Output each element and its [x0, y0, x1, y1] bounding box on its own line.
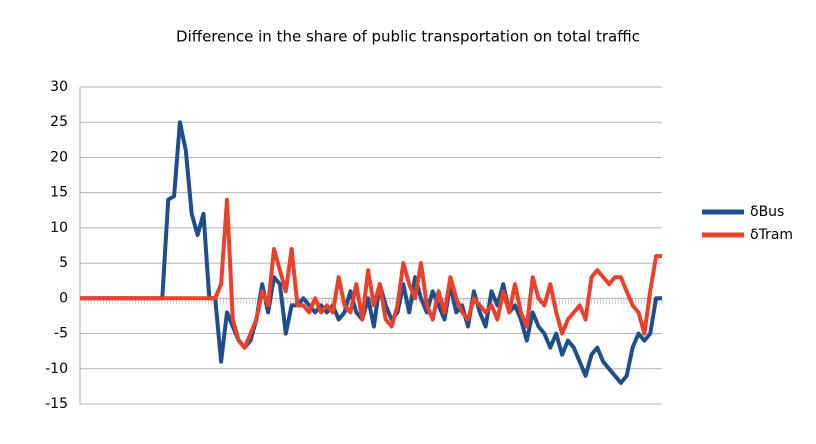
y-tick-label: 20 — [50, 149, 68, 165]
y-tick-label: 0 — [59, 290, 68, 306]
legend-label: δBus — [750, 204, 784, 220]
y-tick-label: 25 — [50, 114, 68, 130]
line-series — [80, 197, 662, 350]
line-series — [80, 120, 662, 385]
y-tick-label: 15 — [50, 185, 68, 201]
legend-label: δTram — [750, 227, 793, 243]
y-tick-label: -15 — [45, 396, 68, 412]
y-tick-label: -5 — [54, 326, 68, 342]
y-tick-label: -10 — [45, 361, 68, 377]
y-tick-label: 30 — [50, 79, 68, 95]
y-tick-label: 5 — [59, 255, 68, 271]
y-tick-label: 10 — [50, 220, 68, 236]
chart-title: Difference in the share of public transp… — [176, 28, 640, 46]
